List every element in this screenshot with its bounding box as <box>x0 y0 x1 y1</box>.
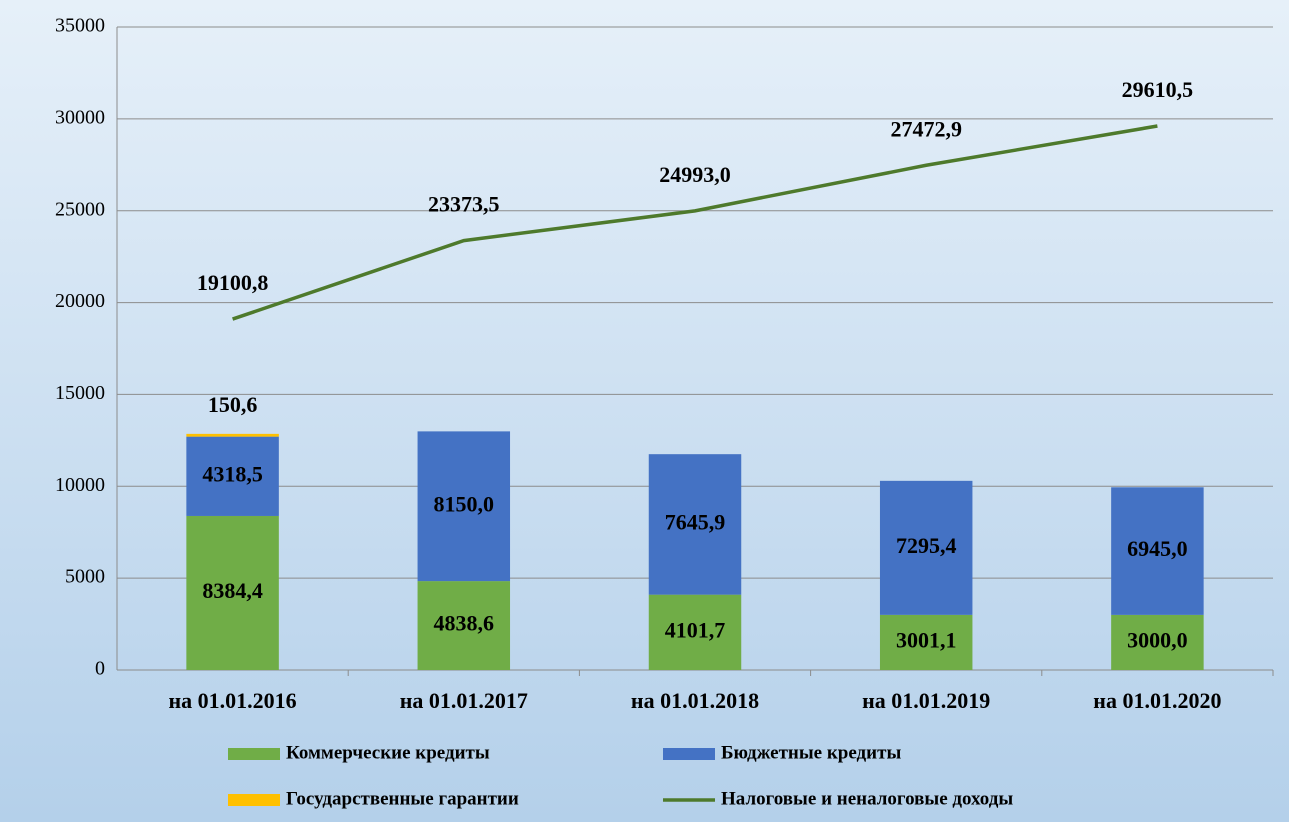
x-tick-label: на 01.01.2019 <box>862 688 990 713</box>
legend-label: Коммерческие кредиты <box>286 742 490 763</box>
data-label: 8384,4 <box>202 578 263 603</box>
bar <box>648 454 742 595</box>
data-label: 6945,0 <box>1127 536 1188 561</box>
data-label: 3001,1 <box>896 627 957 652</box>
bar <box>1111 487 1204 615</box>
data-label: 8150,0 <box>434 491 495 516</box>
line <box>232 124 1158 321</box>
data-label: 24993,0 <box>659 162 731 187</box>
data-label: 19100,8 <box>197 270 269 295</box>
legend-label: Налоговые и неналоговые доходы <box>721 788 1013 809</box>
data-label: 3000,0 <box>1127 627 1188 652</box>
data-label: 4101,7 <box>665 617 726 642</box>
bar <box>186 515 279 670</box>
data-label: 7295,4 <box>896 533 957 558</box>
legend-swatch <box>228 794 280 806</box>
y-tick-label: 25000 <box>55 198 105 220</box>
data-label: 4318,5 <box>202 461 263 486</box>
x-tick-label: на 01.01.2018 <box>631 688 759 713</box>
bar <box>417 581 511 670</box>
y-tick-label: 10000 <box>55 474 105 496</box>
legend-swatch <box>663 748 715 760</box>
bar <box>879 614 973 670</box>
bar <box>186 433 279 437</box>
x-tick-label: на 01.01.2020 <box>1093 688 1221 713</box>
legend-swatch <box>228 748 280 760</box>
x-tick-label: на 01.01.2017 <box>400 688 528 713</box>
bar <box>648 594 742 670</box>
data-label: 4838,6 <box>434 611 495 636</box>
data-label: 150,6 <box>208 392 258 417</box>
data-label: 7645,9 <box>665 509 726 534</box>
bar <box>186 436 279 516</box>
y-tick-label: 15000 <box>55 382 105 404</box>
y-tick-label: 35000 <box>55 15 105 37</box>
data-label: 27472,9 <box>890 116 962 141</box>
y-tick-label: 20000 <box>55 290 105 312</box>
y-tick-label: 30000 <box>55 106 105 128</box>
data-label: 29610,5 <box>1122 77 1194 102</box>
y-tick-label: 0 <box>95 658 105 680</box>
bar <box>417 431 511 582</box>
data-label: 23373,5 <box>428 192 500 217</box>
bar <box>1111 614 1204 670</box>
legend-label: Бюджетные кредиты <box>721 742 901 763</box>
y-tick-label: 5000 <box>65 566 105 588</box>
legend-label: Государственные гарантии <box>286 788 519 809</box>
x-tick-label: на 01.01.2016 <box>169 688 297 713</box>
bar <box>879 480 973 615</box>
